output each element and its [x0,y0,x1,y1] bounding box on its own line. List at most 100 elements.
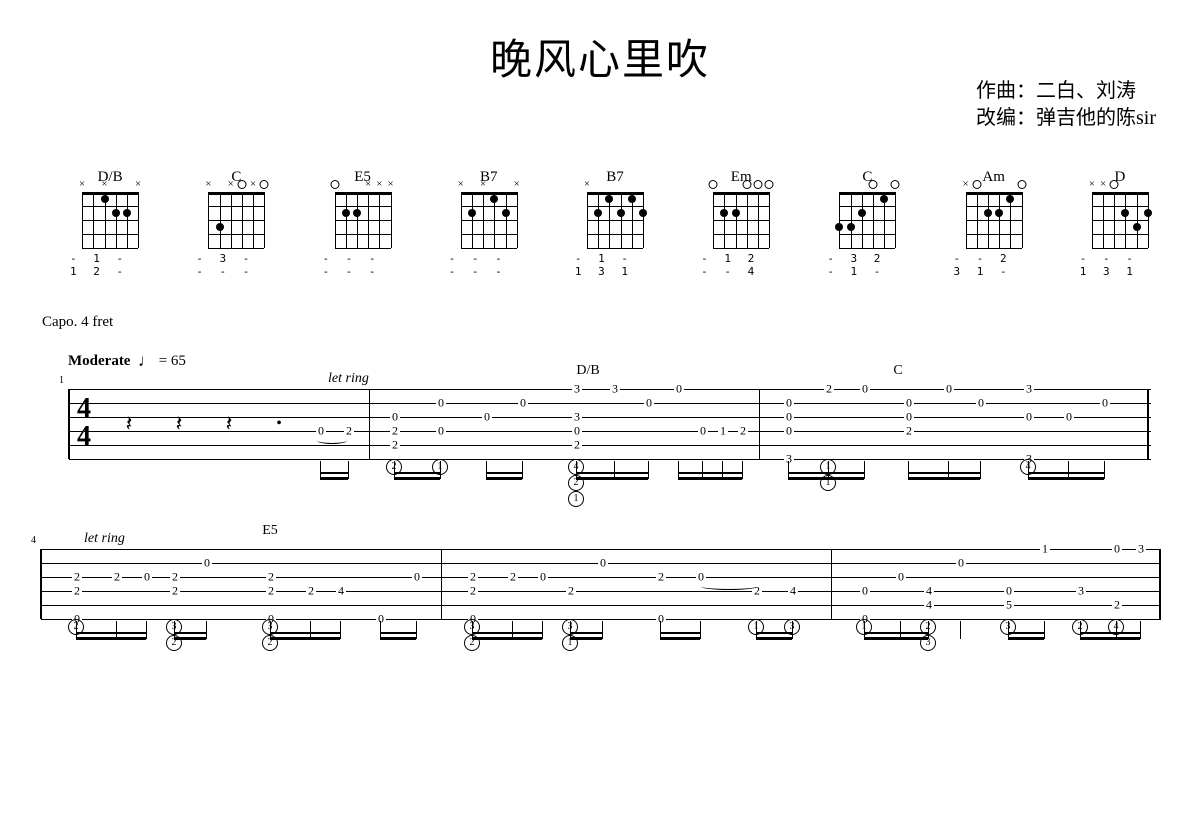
chord-fingers: - 3 2 - 1 - [827,252,907,278]
fingering-circle: 3 [1000,619,1016,635]
tab-number: 2 [170,570,180,585]
quarter-note-icon: ♩ [138,351,155,371]
chord-fingers: - - 2 3 1 - [954,252,1034,278]
credits-block: 作曲：二白、刘涛 改编：弹吉他的陈sir [976,78,1156,132]
chord-fingers: - 1 2 - - 4 [701,252,781,278]
chord-diagram: D/B×××- 1 - 1 2 - [70,169,150,278]
tab-staff-1: 1 4 4 𝄽𝄽𝄽•020220000330230001200032000200… [68,389,1151,459]
tab-number: 0 [784,424,794,439]
chord-grid: × [966,192,1022,248]
tab-number: 2 [468,570,478,585]
tab-number: 2 [266,584,276,599]
measure-number: 1 [59,375,64,386]
tab-number: 0 [436,396,446,411]
tempo-marking: Moderate ♩ = 65 [68,351,1160,371]
chord-name: Am [982,169,1005,186]
fingering-circle: 2 [1072,619,1088,635]
tab-number: 2 [266,570,276,585]
tab-number: 2 [1112,598,1122,613]
chord-diagram: B7×××- - - - - - [449,169,529,278]
tab-number: 2 [390,438,400,453]
tab-number: 2 [656,570,666,585]
sheet-page: 晚风心里吹 作曲：二白、刘涛 改编：弹吉他的陈sir D/B×××- 1 - 1… [0,0,1200,832]
tab-number: 1 [718,424,728,439]
fingering-circle: 1 [820,459,836,475]
chord-grid [839,192,895,248]
tab-number: 4 [788,584,798,599]
chord-diagram: Em- 1 2 - - 4 [701,169,781,278]
chord-grid: ×× [1092,192,1148,248]
tab-number: 0 [518,396,528,411]
chord-diagram: B7×- 1 - 1 3 1 [575,169,655,278]
tab-number: 2 [306,584,316,599]
chord-grid: ××× [335,192,391,248]
chord-fingers: - 1 - 1 3 1 [575,252,655,278]
fingering-circle: 3 [562,619,578,635]
rest-icon: 𝄽 [126,411,133,437]
chord-diagram: C×××- 3 - - - - [196,169,276,278]
rest-icon: 𝄽 [176,411,183,437]
tab-number: 2 [508,570,518,585]
tab-number: 0 [598,556,608,571]
fingering-circle: 2 [920,619,936,635]
tab-number: 2 [170,584,180,599]
fingering-circle: 1 [432,459,448,475]
tab-number: 0 [784,396,794,411]
let-ring-text-2: let ring [84,531,125,547]
chord-label-db: D/B [576,363,599,379]
tab-number: 0 [538,570,548,585]
tab-number: 5 [1004,598,1014,613]
tab-number: 0 [1100,396,1110,411]
tab-number: 2 [390,424,400,439]
tab-number: 3 [572,382,582,397]
tab-number: 3 [1076,584,1086,599]
tab-number: 2 [112,570,122,585]
tab-number: 4 [336,584,346,599]
tab-system-2: let ring E5 4 22020220220240022020202002… [40,549,1150,669]
tab-number: 0 [904,410,914,425]
tab-number: 4 [924,598,934,613]
tab-number: 0 [860,382,870,397]
composer-line: 作曲：二白、刘涛 [976,78,1156,105]
tab-number: 2 [72,570,82,585]
tab-number: 0 [436,424,446,439]
let-ring-text: let ring [328,371,369,387]
chord-name: B7 [606,169,624,186]
fingering-circle: 2 [464,635,480,651]
tab-number: 2 [572,438,582,453]
fingering-circle: 4 [1108,619,1124,635]
fingering-circle: 1 [568,491,584,507]
tab-number: 0 [644,396,654,411]
tab-number: 0 [1112,542,1122,557]
fingering-row-2: 23232323113123324 [40,619,1150,669]
chord-fingers: - 1 - 1 2 - [70,252,150,278]
tab-number: 2 [566,584,576,599]
chord-label-e5: E5 [262,523,278,539]
rest-icon: 𝄽 [226,411,233,437]
tab-number: 3 [1024,382,1034,397]
chord-diagram: Am × - - 2 3 1 - [954,169,1034,278]
tab-number: 0 [698,424,708,439]
tab-number: 0 [944,382,954,397]
chord-fingers: - - - - - - [322,252,402,278]
fingering-circle: 4 [1020,459,1036,475]
tab-number: 0 [1064,410,1074,425]
chord-fingers: - - - - - - [449,252,529,278]
tab-number: 0 [904,396,914,411]
tab-number: 0 [572,424,582,439]
tab-number: 3 [610,382,620,397]
chord-diagram: D××- - - 1 3 1 [1080,169,1160,278]
tab-system-1: let ring D/B C 1 4 4 𝄽𝄽𝄽•020220000330230… [68,389,1150,509]
tab-staff-2: 4 22020220220240022020202002400044005130… [40,549,1161,619]
tab-number: 0 [1024,410,1034,425]
tab-number: 0 [860,584,870,599]
fingering-circle: 2 [166,635,182,651]
chord-grid: ××× [82,192,138,248]
fingering-circle: 1 [748,619,764,635]
fingering-circle: 2 [262,635,278,651]
fingering-circle: 2 [568,475,584,491]
dot-icon: • [276,415,282,433]
tab-number: 0 [390,410,400,425]
chord-grid: ××× [208,192,264,248]
tab-number: 2 [904,424,914,439]
